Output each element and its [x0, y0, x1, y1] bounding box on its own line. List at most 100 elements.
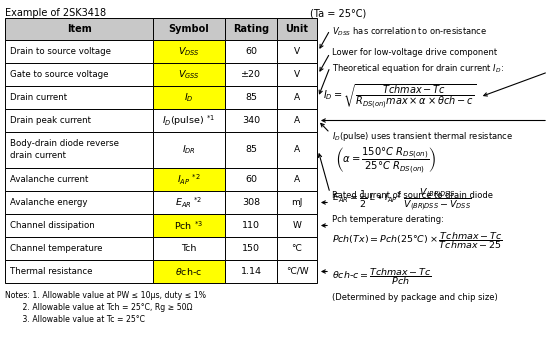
Text: 150: 150 — [242, 244, 260, 253]
Text: Item: Item — [67, 24, 92, 34]
Text: $I_D = \sqrt{\dfrac{Tchmax - Tc}{R_{DS(on)}max \times \alpha \times \theta ch - : $I_D = \sqrt{\dfrac{Tchmax - Tc}{R_{DS(o… — [323, 83, 477, 111]
Text: $I_D$(pulse) $^{*1}$: $I_D$(pulse) $^{*1}$ — [162, 113, 215, 128]
Bar — [225, 18, 277, 40]
Bar — [277, 109, 317, 132]
Bar — [5, 18, 153, 40]
Bar — [5, 86, 153, 109]
Text: mJ: mJ — [291, 198, 302, 207]
Bar — [5, 63, 153, 86]
Bar — [225, 40, 277, 63]
Bar — [225, 168, 277, 191]
Text: Rated current of source to drain diode: Rated current of source to drain diode — [332, 191, 493, 200]
Bar — [277, 214, 317, 237]
Text: 3. Allowable value at Tc = 25°C: 3. Allowable value at Tc = 25°C — [5, 315, 145, 324]
Text: A: A — [294, 175, 300, 184]
Text: 85: 85 — [245, 93, 257, 102]
Bar — [5, 168, 153, 191]
Bar — [153, 260, 225, 283]
Bar — [277, 168, 317, 191]
Text: 110: 110 — [242, 221, 260, 230]
Bar — [277, 18, 317, 40]
Bar — [5, 40, 153, 63]
Bar — [277, 63, 317, 86]
Bar — [5, 109, 153, 132]
Text: $\theta$ch-c: $\theta$ch-c — [176, 266, 203, 277]
Text: Drain current: Drain current — [10, 93, 67, 102]
Text: drain current: drain current — [10, 151, 66, 160]
Text: 1.14: 1.14 — [241, 267, 262, 276]
Bar — [153, 168, 225, 191]
Text: Notes: 1. Allowable value at PW ≤ 10μs, duty ≤ 1%: Notes: 1. Allowable value at PW ≤ 10μs, … — [5, 291, 206, 300]
Text: Symbol: Symbol — [168, 24, 209, 34]
Text: $\left(\alpha = \dfrac{150°C\ R_{DS(on)}}{25°C\ R_{DS(on)}}\right)$: $\left(\alpha = \dfrac{150°C\ R_{DS(on)}… — [335, 145, 436, 175]
Text: A: A — [294, 93, 300, 102]
Text: Drain to source voltage: Drain to source voltage — [10, 47, 111, 56]
Text: 60: 60 — [245, 47, 257, 56]
Bar — [153, 86, 225, 109]
Bar — [5, 237, 153, 260]
Bar — [153, 63, 225, 86]
Bar — [277, 86, 317, 109]
Bar — [153, 191, 225, 214]
Text: $I_{AP}$ $^{*2}$: $I_{AP}$ $^{*2}$ — [177, 173, 201, 187]
Text: 85: 85 — [245, 145, 257, 155]
Bar — [153, 109, 225, 132]
Bar — [277, 132, 317, 168]
Bar — [225, 214, 277, 237]
Text: (Determined by package and chip size): (Determined by package and chip size) — [332, 293, 498, 302]
Text: 2. Allowable value at Tch = 25°C, Rg ≥ 50Ω: 2. Allowable value at Tch = 25°C, Rg ≥ 5… — [5, 303, 193, 312]
Text: Gate to source voltage: Gate to source voltage — [10, 70, 109, 79]
Text: A: A — [294, 145, 300, 155]
Text: V: V — [294, 70, 300, 79]
Text: $V_{DSS}$: $V_{DSS}$ — [178, 45, 200, 58]
Text: Pch temperature derating:: Pch temperature derating: — [332, 215, 444, 224]
Bar — [225, 260, 277, 283]
Bar — [277, 260, 317, 283]
Bar — [5, 191, 153, 214]
Text: 340: 340 — [242, 116, 260, 125]
Bar — [225, 109, 277, 132]
Bar — [153, 40, 225, 63]
Text: Tch: Tch — [181, 244, 197, 253]
Bar — [225, 86, 277, 109]
Text: 60: 60 — [245, 175, 257, 184]
Text: (Ta = 25°C): (Ta = 25°C) — [310, 8, 366, 18]
Bar — [5, 260, 153, 283]
Bar — [225, 132, 277, 168]
Bar — [153, 18, 225, 40]
Text: V: V — [294, 47, 300, 56]
Text: Body-drain diode reverse: Body-drain diode reverse — [10, 139, 119, 148]
Bar — [153, 237, 225, 260]
Bar — [277, 40, 317, 63]
Text: Avalanche current: Avalanche current — [10, 175, 88, 184]
Text: $I_{DR}$: $I_{DR}$ — [182, 144, 196, 156]
Text: Unit: Unit — [285, 24, 309, 34]
Text: $I_D$: $I_D$ — [184, 91, 194, 104]
Text: $I_D$(pulse) uses transient thermal resistance: $I_D$(pulse) uses transient thermal resi… — [332, 130, 513, 143]
Text: A: A — [294, 116, 300, 125]
Bar — [225, 191, 277, 214]
Bar — [277, 237, 317, 260]
Text: 308: 308 — [242, 198, 260, 207]
Text: ±20: ±20 — [241, 70, 261, 79]
Text: $E_{AR} = \dfrac{1}{2}\ L \bullet I_{AP}{}^2\ \dfrac{V_{(BR)DSS}}{V_{(BR)DSS} - : $E_{AR} = \dfrac{1}{2}\ L \bullet I_{AP}… — [332, 186, 471, 213]
Bar — [225, 63, 277, 86]
Text: Channel dissipation: Channel dissipation — [10, 221, 95, 230]
Bar — [277, 191, 317, 214]
Text: Theoretical equation for drain current $I_D$:: Theoretical equation for drain current $… — [332, 62, 504, 75]
Text: $V_{GSS}$: $V_{GSS}$ — [178, 68, 200, 81]
Text: Avalanche energy: Avalanche energy — [10, 198, 88, 207]
Bar — [153, 132, 225, 168]
Text: $Pch(Tx) = Pch(25°C) \times \dfrac{Tchmax - Tc}{Tchmax - 25}$: $Pch(Tx) = Pch(25°C) \times \dfrac{Tchma… — [332, 230, 502, 252]
Text: °C/W: °C/W — [286, 267, 309, 276]
Bar — [225, 237, 277, 260]
Text: Lower for low-voltage drive component: Lower for low-voltage drive component — [332, 48, 497, 57]
Bar — [5, 132, 153, 168]
Text: W: W — [293, 221, 301, 230]
Bar — [5, 214, 153, 237]
Text: Thermal resistance: Thermal resistance — [10, 267, 93, 276]
Text: $E_{AR}$ $^{*2}$: $E_{AR}$ $^{*2}$ — [176, 196, 203, 209]
Text: Channel temperature: Channel temperature — [10, 244, 103, 253]
Text: $\theta ch$-$c = \dfrac{Tchmax - Tc}{Pch}$: $\theta ch$-$c = \dfrac{Tchmax - Tc}{Pch… — [332, 267, 432, 287]
Text: Drain peak current: Drain peak current — [10, 116, 91, 125]
